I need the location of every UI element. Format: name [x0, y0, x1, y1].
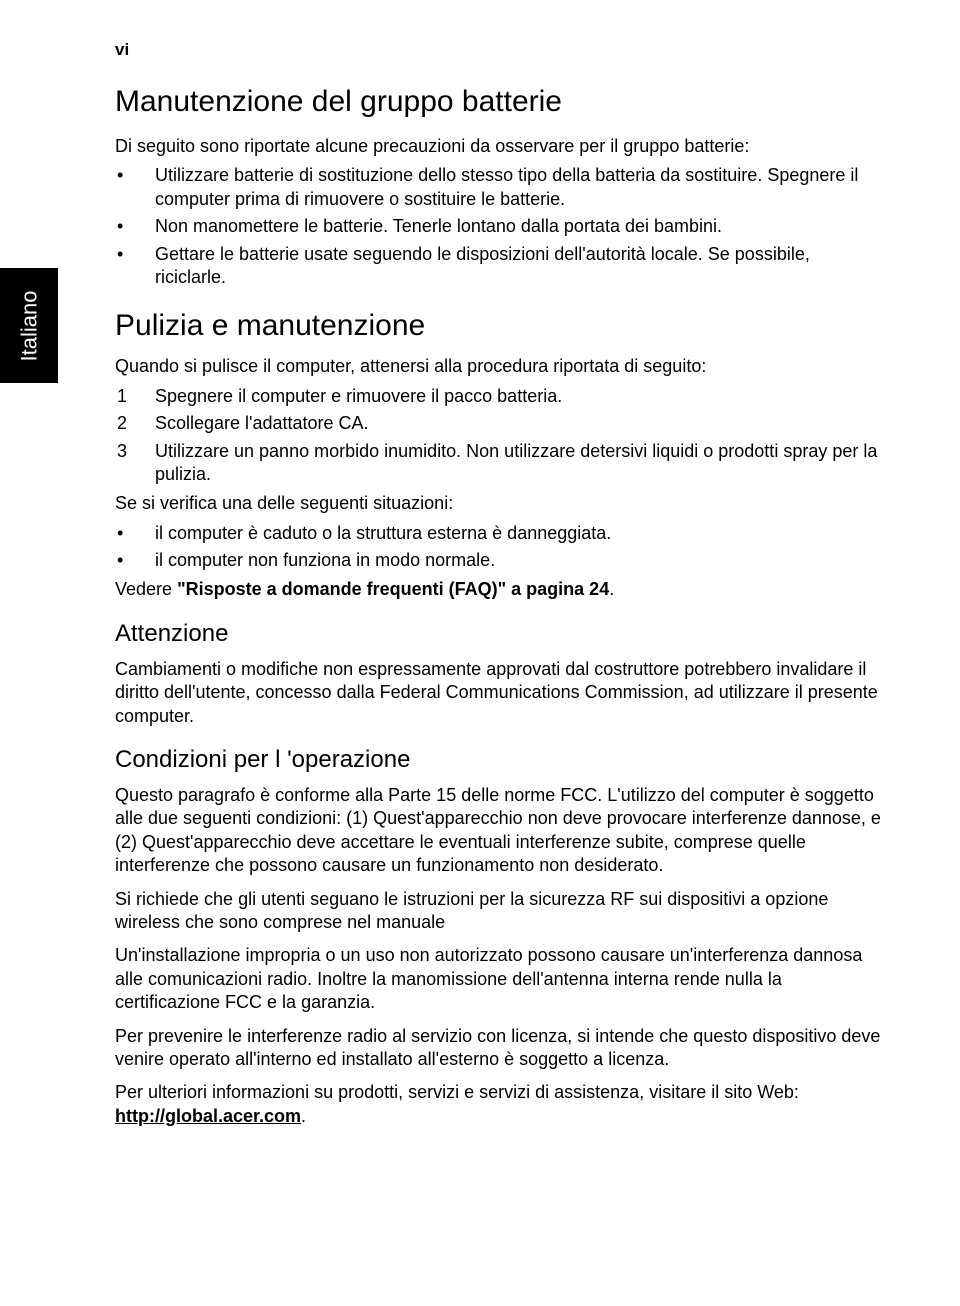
- web-info: Per ulteriori informazioni su prodotti, …: [115, 1081, 885, 1128]
- web-prefix: Per ulteriori informazioni su prodotti, …: [115, 1082, 799, 1102]
- step-number: 3: [117, 440, 127, 463]
- section2-title: Pulizia e manutenzione: [115, 309, 885, 343]
- section1-title: Manutenzione del gruppo batterie: [115, 85, 885, 119]
- section2-intro: Quando si pulisce il computer, attenersi…: [115, 355, 885, 378]
- situations-list: il computer è caduto o la struttura este…: [115, 522, 885, 573]
- section4-para: Per prevenire le interferenze radio al s…: [115, 1025, 885, 1072]
- language-tab: Italiano: [0, 268, 58, 383]
- list-item: 3 Utilizzare un panno morbido inumidito. …: [115, 440, 885, 487]
- list-item: il computer è caduto o la struttura este…: [115, 522, 885, 545]
- web-suffix: .: [301, 1106, 306, 1126]
- section3-para: Cambiamenti o modifiche non espressament…: [115, 658, 885, 728]
- step-text: Utilizzare un panno morbido inumidito. N…: [155, 441, 877, 484]
- section4-para: Un'installazione impropria o un uso non …: [115, 944, 885, 1014]
- list-item: 1 Spegnere il computer e rimuovere il pac…: [115, 385, 885, 408]
- section4-para: Questo paragrafo è conforme alla Parte 1…: [115, 784, 885, 878]
- see-prefix: Vedere: [115, 579, 177, 599]
- see-reference: Vedere "Risposte a domande frequenti (FA…: [115, 578, 885, 601]
- section3-title: Attenzione: [115, 620, 885, 648]
- page-content: Manutenzione del gruppo batterie Di segu…: [115, 85, 885, 1134]
- section1-intro: Di seguito sono riportate alcune precauz…: [115, 135, 885, 158]
- section4-title: Condizioni per l 'operazione: [115, 746, 885, 774]
- language-tab-label: Italiano: [16, 290, 42, 361]
- see-suffix: .: [609, 579, 614, 599]
- list-item: il computer non funziona in modo normale…: [115, 549, 885, 572]
- step-text: Spegnere il computer e rimuovere il pacc…: [155, 386, 562, 406]
- see-link[interactable]: "Risposte a domande frequenti (FAQ)" a p…: [177, 579, 609, 599]
- web-link[interactable]: http://global.acer.com: [115, 1106, 301, 1126]
- list-item: 2 Scollegare l'adattatore CA.: [115, 412, 885, 435]
- list-item: Utilizzare batterie di sostituzione dell…: [115, 164, 885, 211]
- section1-bullets: Utilizzare batterie di sostituzione dell…: [115, 164, 885, 289]
- step-text: Scollegare l'adattatore CA.: [155, 413, 369, 433]
- list-item: Gettare le batterie usate seguendo le di…: [115, 243, 885, 290]
- page-number: vi: [115, 40, 129, 60]
- section2-steps: 1 Spegnere il computer e rimuovere il pac…: [115, 385, 885, 487]
- section4-para: Si richiede che gli utenti seguano le is…: [115, 888, 885, 935]
- situations-intro: Se si verifica una delle seguenti situaz…: [115, 492, 885, 515]
- list-item: Non manomettere le batterie. Tenerle lon…: [115, 215, 885, 238]
- step-number: 2: [117, 412, 127, 435]
- step-number: 1: [117, 385, 127, 408]
